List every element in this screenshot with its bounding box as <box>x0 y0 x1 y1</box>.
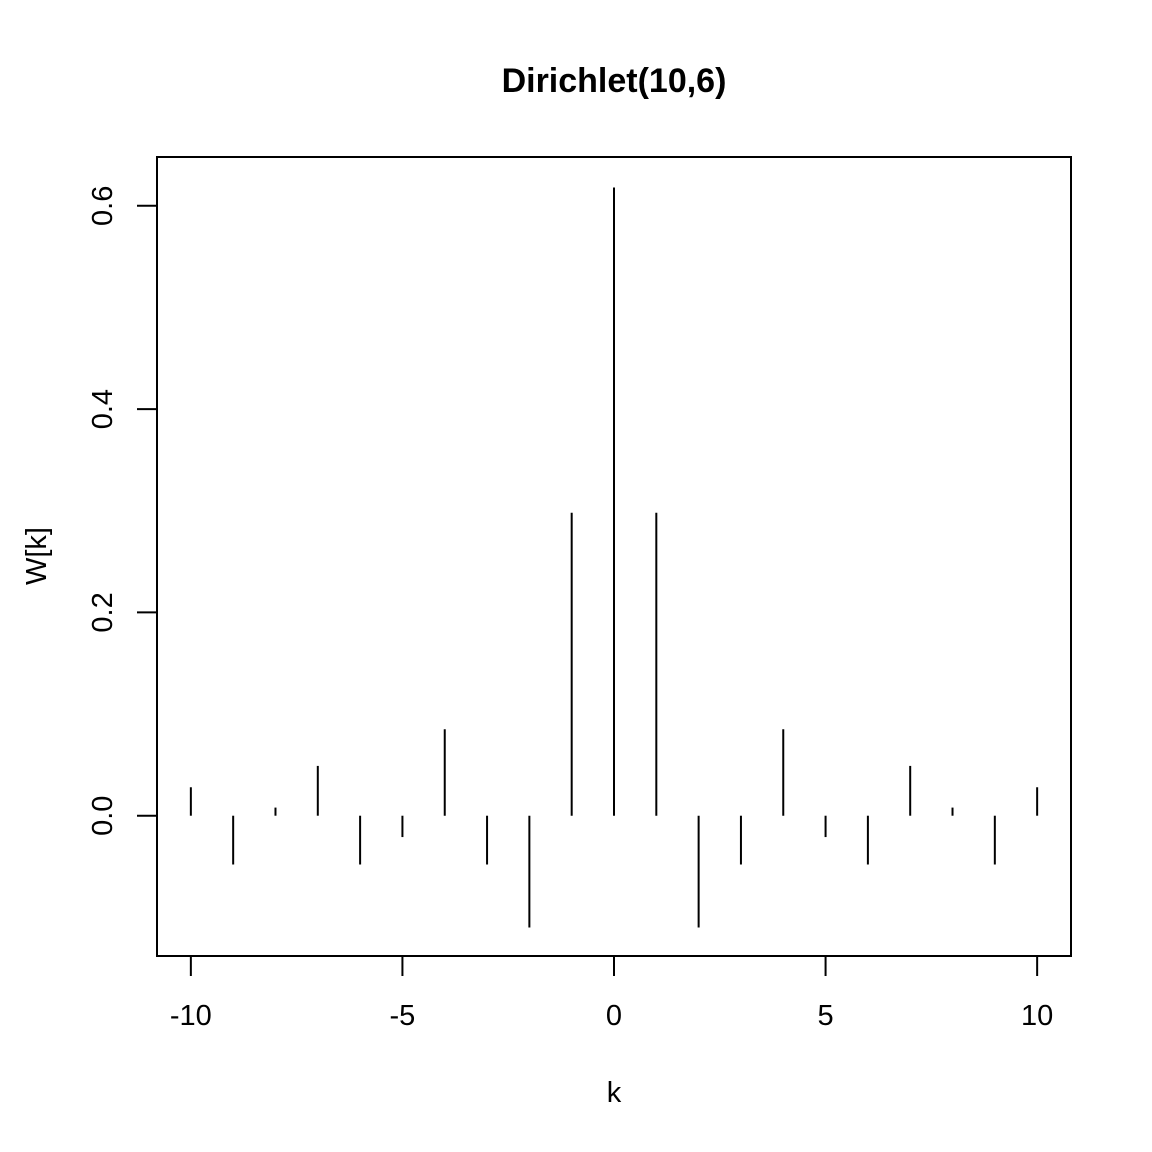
y-tick-label: 0.2 <box>87 592 119 632</box>
x-tick-label: -5 <box>390 1000 416 1032</box>
chart-title: Dirichlet(10,6) <box>502 62 727 100</box>
x-tick-label: 5 <box>818 1000 834 1032</box>
x-tick-label: 10 <box>1021 1000 1053 1032</box>
y-axis: 0.0 0.2 0.4 0.6 <box>87 186 158 836</box>
y-axis-label: W[k] <box>21 527 53 585</box>
y-tick-label: 0.6 <box>87 186 119 226</box>
x-axis-label: k <box>607 1077 622 1109</box>
y-tick-label: 0.4 <box>87 389 119 429</box>
x-tick-label: 0 <box>606 1000 622 1032</box>
bar-series <box>189 187 1039 928</box>
x-axis: -10 -5 0 5 10 <box>170 955 1053 1032</box>
x-tick-label: -10 <box>170 1000 212 1032</box>
y-tick-label: 0.0 <box>87 796 119 836</box>
